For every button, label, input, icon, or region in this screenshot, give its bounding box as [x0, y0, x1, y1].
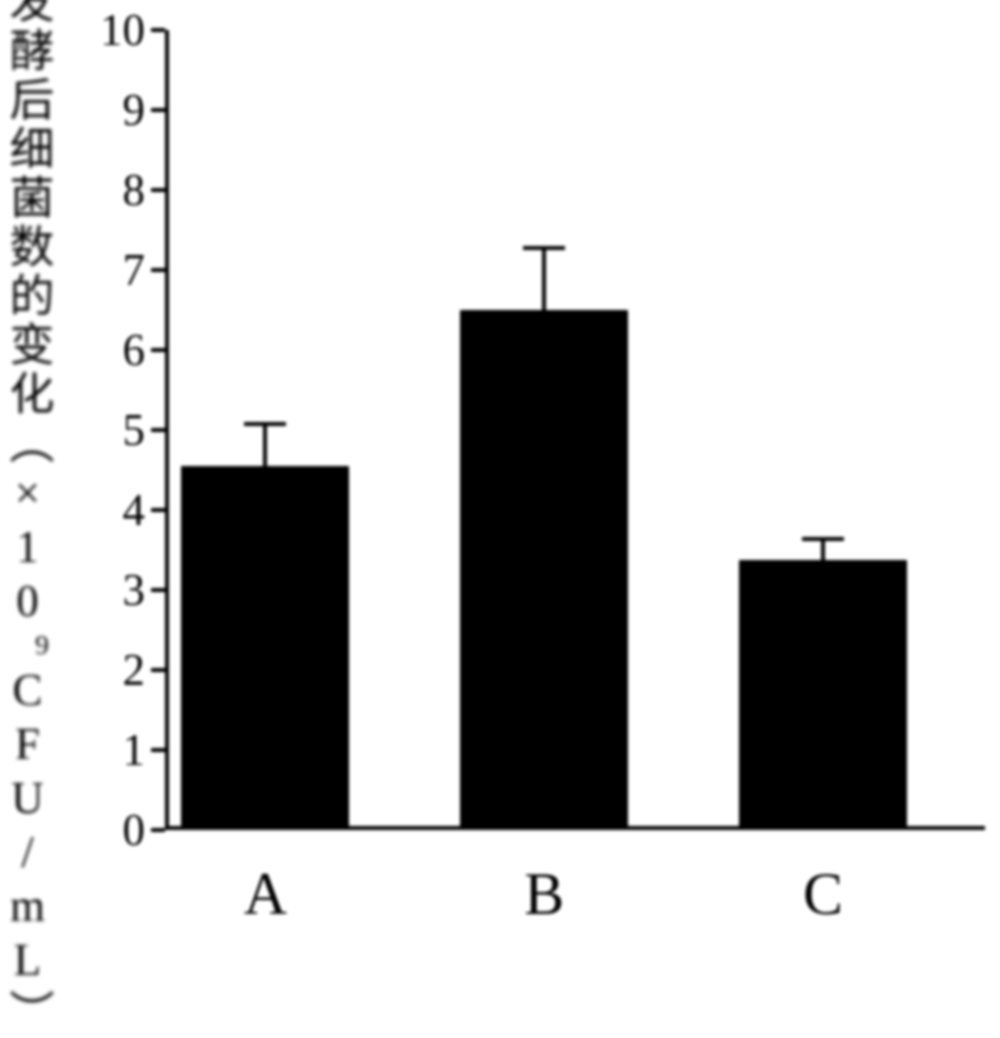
y-tick — [151, 508, 165, 512]
error-bar — [263, 424, 267, 466]
y-tick — [151, 748, 165, 752]
x-axis — [165, 826, 985, 830]
y-tick-label: 5 — [85, 404, 145, 456]
category-label: A — [205, 860, 325, 929]
y-tick-label: 8 — [85, 164, 145, 216]
error-cap — [802, 537, 844, 541]
error-bar — [821, 539, 825, 560]
y-tick — [151, 268, 165, 272]
y-tick — [151, 828, 165, 832]
category-label: C — [763, 860, 883, 929]
plot-area: 012345678910 ABC — [165, 30, 985, 830]
y-tick — [151, 28, 165, 32]
y-axis-label: 液态发酵后细菌数的变化（×109CFU/mL） — [2, 0, 59, 1038]
y-axis — [165, 30, 169, 830]
figure: 液态发酵后细菌数的变化（×109CFU/mL） 012345678910 ABC — [0, 0, 1000, 918]
y-tick — [151, 668, 165, 672]
y-tick-label: 3 — [85, 564, 145, 616]
ylabel-post: CFU/mL） — [3, 665, 53, 1038]
error-cap — [523, 246, 565, 250]
y-tick-label: 9 — [85, 84, 145, 136]
y-tick-label: 0 — [85, 804, 145, 856]
y-tick-label: 7 — [85, 244, 145, 296]
y-tick-label: 1 — [85, 724, 145, 776]
y-tick — [151, 188, 165, 192]
ylabel-pre: 液态发酵后细菌数的变化（×10 — [3, 0, 53, 630]
y-tick — [151, 348, 165, 352]
y-tick — [151, 108, 165, 112]
y-tick-label: 6 — [85, 324, 145, 376]
y-tick-label: 10 — [85, 4, 145, 56]
error-cap — [244, 422, 286, 426]
y-tick — [151, 588, 165, 592]
y-tick-label: 2 — [85, 644, 145, 696]
y-tick-label: 4 — [85, 484, 145, 536]
y-tick — [151, 428, 165, 432]
bar — [460, 310, 628, 826]
bar — [181, 466, 349, 826]
ylabel-sup: 9 — [26, 630, 57, 665]
error-bar — [542, 248, 546, 310]
category-label: B — [484, 860, 604, 929]
bar — [739, 560, 907, 826]
